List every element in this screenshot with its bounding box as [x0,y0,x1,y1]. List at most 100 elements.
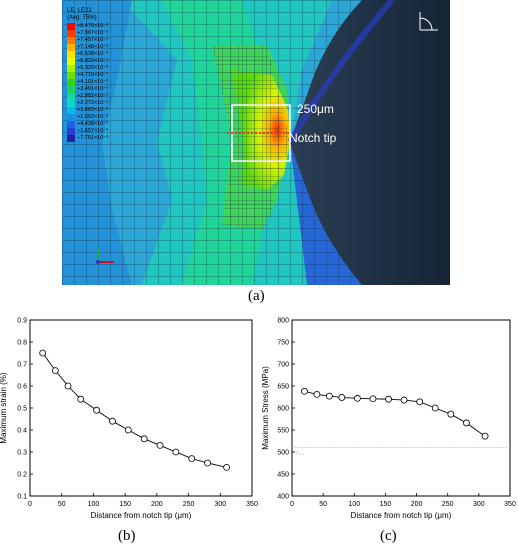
data-point [109,417,116,425]
data-point [93,406,100,414]
data-point [325,392,333,400]
legend-swatch [67,65,75,72]
data-point [313,390,321,398]
data-point [77,395,85,403]
legend-swatch [67,37,75,44]
x-tick-label: 0 [28,501,32,508]
plot-frame [291,319,511,497]
reference-line-label: σ₀.₂ [296,451,305,457]
y-tick-label: 0.9 [17,318,27,325]
x-tick-label: 200 [411,501,423,508]
legend-value: +1.053×10⁻² [77,114,109,120]
legend-entry: +5.320×10⁻² [67,65,163,72]
legend-value: +4.710×10⁻² [77,72,109,78]
x-tick-label: 50 [319,501,327,508]
y-tick-label: 550 [277,428,289,435]
legend-entry: +8.476×10⁻² [67,23,163,30]
data-point [156,441,164,449]
y-tick-label: 0.4 [17,428,27,435]
x-tick-label: 150 [119,501,131,508]
legend-entry: +7.967×10⁻² [67,30,163,37]
legend-entry: −1.657×10⁻³ [67,128,163,135]
y-tick-label: 0.2 [17,472,27,479]
x-tick-label: 100 [348,501,360,508]
legend-subtitle: (Avg: 75%) [67,15,97,21]
legend-swatch [67,100,75,107]
data-point [447,410,455,418]
data-point [188,455,196,463]
legend-entry: +4.710×10⁻² [67,72,163,79]
x-axis-label: Distance from notch tip (μm) [91,511,192,520]
data-point [172,448,180,456]
x-tick-label: 150 [380,501,392,508]
legend-value: +5.320×10⁻² [77,65,109,71]
legend-value: +7.967×10⁻² [77,30,109,36]
fe-contour-plot [62,0,450,285]
x-axis-label: Distance from notch tip (μm) [351,511,452,520]
data-point [51,367,59,374]
legend-value: +2.882×10⁻² [77,93,109,99]
legend-swatch [67,51,75,58]
x-tick-label: 300 [473,501,485,508]
panel-label-c: (c) [380,528,397,544]
legend-entry: +7.457×10⁻² [67,37,163,44]
data-point [338,394,346,401]
legend-swatch [67,72,75,79]
legend-entry: +5.929×10⁻² [67,58,163,65]
data-point [481,432,489,440]
legend-value: +4.101×10⁻² [77,79,109,85]
y-tick-label: 500 [277,450,289,457]
legend-value: −1.657×10⁻³ [77,128,109,134]
plot-frame [29,319,253,497]
y-tick-label: 650 [277,384,289,391]
legend-value: +7.148×10⁻² [77,44,109,50]
legend-value: −7.751×10⁻³ [77,135,109,141]
strain-chart: 0 50 100 150 200 250 300 350 0.1 0.2 0.3 0.4 0.5 0.6 0… [0,318,258,521]
coordinate-axes-icon [96,248,114,264]
legend-entry: +7.148×10⁻² [67,44,163,51]
legend-entry: +2.882×10⁻² [67,93,163,100]
legend-entry: +6.538×10⁻² [67,51,163,58]
y-tick-label: 600 [277,406,289,413]
legend-entry: +2.272×10⁻² [67,100,163,107]
data-point [301,387,308,395]
data-point [385,395,392,403]
y-tick-label: 0.8 [17,340,27,347]
y-tick-label: 0.6 [17,384,27,391]
notch-tip-label: Notch tip [289,131,337,145]
y-axis-label: Maximum strain (%) [0,372,8,443]
stress-chart: 0 50 100 150 200 250 300 350 400 450 500 550 600 650 7… [262,318,516,521]
legend-entry: +3.491×10⁻² [67,86,163,93]
y-tick-label: 800 [277,318,289,325]
legend-swatch [67,58,75,65]
data-point [369,395,377,403]
orientation-triad-icon [419,12,438,31]
scale-label: 250μm [297,102,334,116]
legend-swatch [67,23,75,30]
x-tick-label: 300 [214,501,226,508]
series-line [42,352,227,468]
x-tick-label: 100 [88,501,100,508]
data-point [416,398,424,406]
y-tick-label: 0.1 [17,494,27,501]
data-point [354,394,361,402]
legend-value: +1.663×10⁻² [77,107,109,113]
legend-swatch [67,44,75,51]
y-tick-label: 0.3 [17,450,27,457]
panel-label-b: (b) [118,528,136,544]
legend-entry: −7.751×10⁻³ [67,135,163,142]
y-tick-label: 0.7 [17,362,27,369]
legend-title: LE, LE22 [67,8,92,14]
legend-swatch [67,107,75,114]
legend-value: +4.438×10⁻³ [77,121,109,127]
data-point [223,463,231,471]
legend-swatch [67,93,75,100]
data-point [39,349,47,357]
legend-value: +6.538×10⁻² [77,51,109,57]
x-tick-label: 250 [442,501,454,508]
data-point [140,435,148,443]
y-tick-label: 750 [277,340,289,347]
y-tick-label: 700 [277,362,289,369]
legend-swatch [67,121,75,128]
legend-value: +5.929×10⁻² [77,58,109,64]
